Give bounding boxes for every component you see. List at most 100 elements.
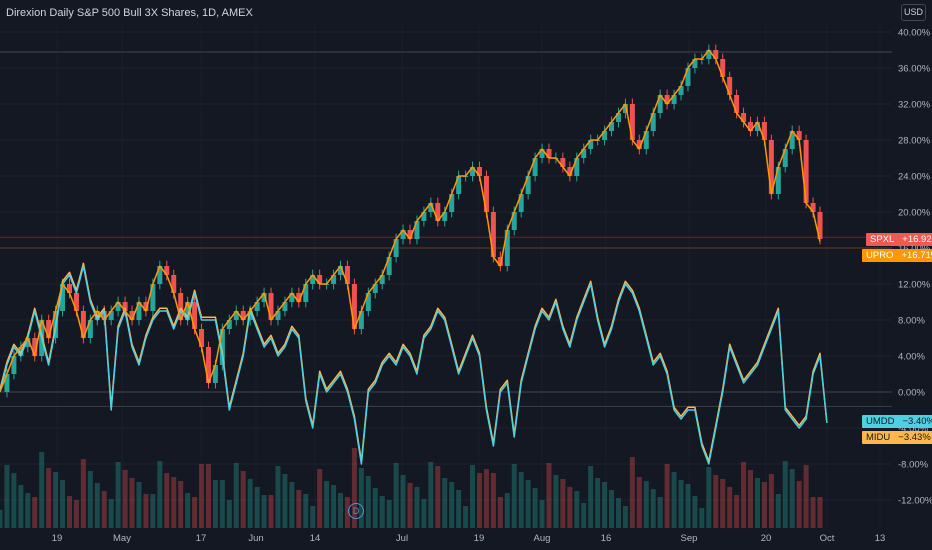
volume-bar [483,469,489,528]
candle-body [657,95,663,113]
volume-bar [442,478,448,528]
x-tick-label: May [113,533,131,544]
candle-body [497,257,503,266]
volume-bar [261,495,267,528]
volume-bar [205,464,211,528]
candle-body [532,158,538,176]
volume-bar [490,473,496,528]
volume-bar [310,506,316,528]
volume-bar [39,452,45,528]
candle-body [393,239,399,257]
volume-bar [11,473,17,528]
volume-bar [741,462,747,528]
dividend-marker-icon[interactable]: D [348,503,364,519]
volume-bar [734,495,740,528]
candle-body [4,374,10,392]
badge-midu-value: −3.43% [898,432,931,443]
candle-body [720,59,726,77]
candle-body [789,131,795,149]
volume-bar [685,484,691,528]
volume-bar [386,500,392,528]
badge-umdd-symbol: UMDD [866,416,895,427]
volume-bar [720,479,726,528]
badge-upro: UPRO +16.71% [862,249,932,262]
volume-bar [254,487,260,528]
volume-bar [525,480,531,528]
volume-bar [303,494,309,528]
y-tick-label: -8.00% [898,460,929,471]
candle-body [80,311,86,338]
volume-bar [108,499,114,528]
volume-bar [532,488,538,528]
volume-bar [511,464,517,528]
candle-body [150,284,156,311]
candle-body [629,104,635,140]
volume-bar [581,503,587,528]
candle-body [650,113,656,131]
candle-body [25,338,31,347]
volume-bar [60,480,66,528]
candle-body [66,284,72,293]
badge-spxl: SPXL +16.92% [866,233,932,246]
volume-bar [136,482,142,528]
candle-body [581,149,587,158]
candle-body [476,167,482,176]
candle-body [727,77,733,95]
x-tick-label: 20 [761,533,772,544]
volume-bar [692,496,698,528]
candle-body [588,140,594,149]
volume-bar [317,469,323,528]
candle-body [636,140,642,149]
candle-body [622,104,628,113]
candle-body [671,95,677,104]
badge-midu: MIDU −3.43% [862,431,932,444]
candle-body [351,284,357,329]
candle-body [504,230,510,266]
volume-bar [574,491,580,528]
volume-bar [595,478,601,528]
candle-body [692,59,698,68]
y-tick-label: 24.00% [898,172,931,183]
y-tick-label: -12.00% [898,496,932,507]
candle-body [60,284,66,311]
volume-bar [664,464,670,528]
candle-body [219,329,225,365]
candle-body [449,194,455,212]
candle-body [310,275,316,284]
candle-body [331,275,337,284]
candle-body [303,284,309,302]
candle-body [261,293,267,302]
volume-bar [476,473,482,528]
y-tick-label: 12.00% [898,280,931,291]
volume-bar [553,475,559,528]
volume-bar [497,497,503,528]
candle-body [157,266,163,284]
volume-bar [470,465,476,528]
candle-body [289,293,295,302]
volume-bar [622,506,628,528]
candle-body [199,329,205,347]
volume-bar [296,490,302,528]
currency-selector[interactable]: USD [901,4,926,21]
candle-body [338,266,344,275]
x-tick-label: Aug [534,533,551,544]
candle-body [518,194,524,212]
volume-bar [122,470,128,528]
candle-body [386,257,392,275]
x-tick-label: Jun [248,533,263,544]
x-tick-label: 16 [601,533,612,544]
volume-bar [678,480,684,528]
candle-body [421,212,427,221]
volume-bar [268,495,274,528]
volume-bar [344,497,350,528]
y-tick-label: 20.00% [898,208,931,219]
candle-body [212,365,218,383]
badge-upro-value: +16.71% [901,250,932,261]
volume-bar [546,463,552,528]
volume-bar [727,487,733,528]
volume-bar [803,465,809,528]
volume-bar [358,468,364,528]
candle-body [11,356,17,374]
